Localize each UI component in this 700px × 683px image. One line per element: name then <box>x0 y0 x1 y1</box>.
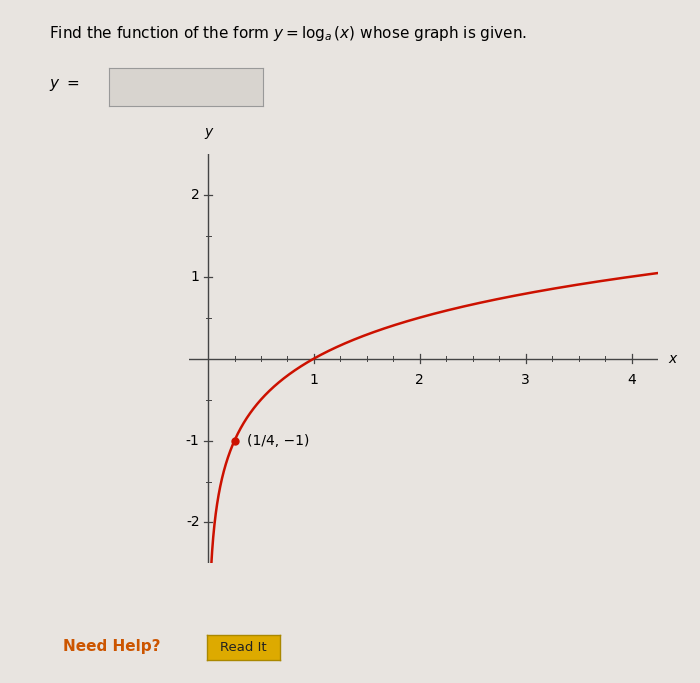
Text: 1: 1 <box>309 372 318 387</box>
Text: Find the function of the form $y = \log_a(x)$ whose graph is given.: Find the function of the form $y = \log_… <box>49 24 527 43</box>
Text: -1: -1 <box>186 434 199 447</box>
Text: (1/4, −1): (1/4, −1) <box>247 434 309 447</box>
Text: x: x <box>668 352 677 365</box>
Text: 2: 2 <box>415 372 424 387</box>
Text: Read It: Read It <box>220 641 267 654</box>
Text: 1: 1 <box>190 270 199 283</box>
Text: 4: 4 <box>627 372 636 387</box>
Text: 2: 2 <box>191 188 200 201</box>
Text: -2: -2 <box>186 516 200 529</box>
Text: y: y <box>204 125 212 139</box>
Text: 3: 3 <box>522 372 530 387</box>
Text: Need Help?: Need Help? <box>63 639 160 654</box>
Text: $y\ =$: $y\ =$ <box>49 77 79 94</box>
